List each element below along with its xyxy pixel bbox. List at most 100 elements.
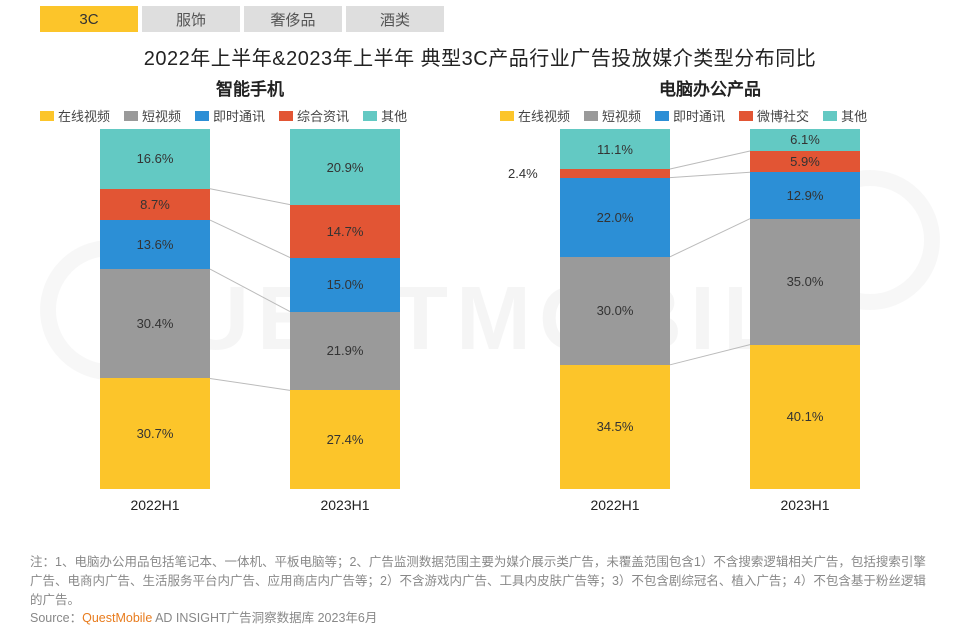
chart-computer: 电脑办公产品 在线视频短视频即时通讯微博社交其他 34.5%30.0%22.0%… <box>490 75 930 513</box>
segment-value-label: 34.5% <box>597 419 634 434</box>
chart-legend: 在线视频 短视频 即时通讯 综合资讯 其他 <box>30 106 470 125</box>
segment-value-label: 40.1% <box>787 409 824 424</box>
legend-item: 即时通讯 <box>195 106 265 125</box>
bar-segment-im: 13.6% <box>100 220 210 269</box>
segment-value-label: 30.7% <box>137 426 174 441</box>
legend-swatch <box>655 111 669 121</box>
legend-label: 在线视频 <box>518 106 570 125</box>
legend-label: 其他 <box>381 106 407 125</box>
legend-item: 短视频 <box>584 106 641 125</box>
bar-segment-online_video: 34.5% <box>560 365 670 489</box>
legend-item: 其他 <box>363 106 407 125</box>
segment-value-label: 22.0% <box>597 210 634 225</box>
bar-segment-im: 22.0% <box>560 178 670 257</box>
legend-swatch <box>500 111 514 121</box>
chart-legend: 在线视频 短视频 即时通讯 微博社交 其他 <box>490 106 930 125</box>
legend-swatch <box>739 111 753 121</box>
legend-swatch <box>363 111 377 121</box>
segment-value-label: 8.7% <box>140 197 170 212</box>
segment-value-label: 21.9% <box>327 343 364 358</box>
source-line: Source：QuestMobile AD INSIGHT广告洞察数据库 202… <box>30 609 930 628</box>
segment-value-label: 13.6% <box>137 237 174 252</box>
segment-value-label: 20.9% <box>327 160 364 175</box>
bar-segment-short_video: 21.9% <box>290 312 400 391</box>
tab-奢侈品[interactable]: 奢侈品 <box>244 6 342 32</box>
legend-label: 其他 <box>841 106 867 125</box>
category-tabs: 3C服饰奢侈品酒类 <box>0 0 960 38</box>
bar-segment-other: 6.1% <box>750 129 860 151</box>
tab-服饰[interactable]: 服饰 <box>142 6 240 32</box>
bar-segment-news: 14.7% <box>290 205 400 258</box>
segment-value-label: 2.4% <box>508 166 538 181</box>
footnote-text: 注：1、电脑办公用品包括笔记本、一体机、平板电脑等；2、广告监测数据范围主要为媒… <box>30 553 930 609</box>
source-suffix: AD INSIGHT广告洞察数据库 2023年6月 <box>152 611 377 625</box>
x-axis-label: 2023H1 <box>780 497 829 513</box>
legend-swatch <box>279 111 293 121</box>
bar-segment-im: 15.0% <box>290 258 400 312</box>
bar-segment-news: 8.7% <box>100 189 210 220</box>
legend-label: 在线视频 <box>58 106 110 125</box>
legend-item: 综合资讯 <box>279 106 349 125</box>
legend-swatch <box>823 111 837 121</box>
chart-smartphone: 智能手机 在线视频 短视频 即时通讯 综合资讯 其他 30.7% 30.4% 13.6% 8.… <box>30 75 470 513</box>
legend-item: 在线视频 <box>40 106 110 125</box>
bar-segment-other: 16.6% <box>100 129 210 189</box>
bar-segment-online_video: 40.1% <box>750 345 860 489</box>
chart-subtitle: 智能手机 <box>30 75 470 100</box>
segment-value-label: 27.4% <box>327 432 364 447</box>
bar-segment-im: 12.9% <box>750 172 860 218</box>
footer-notes: 注：1、电脑办公用品包括笔记本、一体机、平板电脑等；2、广告监测数据范围主要为媒… <box>30 553 930 628</box>
legend-swatch <box>195 111 209 121</box>
bar-segment-weibo: 5.9% <box>750 151 860 172</box>
tab-酒类[interactable]: 酒类 <box>346 6 444 32</box>
bar-segment-online_video: 27.4% <box>290 390 400 489</box>
legend-item: 在线视频 <box>500 106 570 125</box>
segment-value-label: 15.0% <box>327 277 364 292</box>
bar-column: 40.1% 35.0% 12.9% 5.9% 6.1% 2023H1 <box>745 129 865 513</box>
segment-value-label: 11.1% <box>597 142 633 157</box>
bar-segment-weibo: 2.4% <box>560 169 670 178</box>
bar-segment-short_video: 35.0% <box>750 219 860 345</box>
bar-column: 30.7% 30.4% 13.6% 8.7% 16.6% 2022H1 <box>95 129 215 513</box>
tab-3C[interactable]: 3C <box>40 6 138 32</box>
bar-segment-short_video: 30.4% <box>100 269 210 378</box>
stacked-bar: 27.4% 21.9% 15.0% 14.7% 20.9% <box>290 129 400 489</box>
x-axis-label: 2022H1 <box>130 497 179 513</box>
segment-value-label: 30.0% <box>597 303 634 318</box>
legend-label: 综合资讯 <box>297 106 349 125</box>
x-axis-label: 2023H1 <box>320 497 369 513</box>
bar-segment-other: 20.9% <box>290 129 400 204</box>
segment-value-label: 6.1% <box>790 132 820 147</box>
source-prefix: Source： <box>30 611 82 625</box>
stacked-bar: 34.5% 30.0% 22.0% 2.4% 11.1% <box>560 129 670 489</box>
chart-plot-area: 34.5% 30.0% 22.0% 2.4% 11.1% 2022H1 40.1% 35.0%… <box>490 133 930 513</box>
legend-label: 微博社交 <box>757 106 809 125</box>
segment-value-label: 5.9% <box>790 154 820 169</box>
legend-swatch <box>124 111 138 121</box>
legend-item: 微博社交 <box>739 106 809 125</box>
segment-value-label: 14.7% <box>327 224 364 239</box>
legend-label: 短视频 <box>142 106 181 125</box>
stacked-bar: 40.1% 35.0% 12.9% 5.9% 6.1% <box>750 129 860 489</box>
legend-item: 即时通讯 <box>655 106 725 125</box>
stacked-bar: 30.7% 30.4% 13.6% 8.7% 16.6% <box>100 129 210 489</box>
bar-segment-short_video: 30.0% <box>560 257 670 365</box>
legend-item: 其他 <box>823 106 867 125</box>
main-title: 2022年上半年&2023年上半年 典型3C产品行业广告投放媒介类型分布同比 <box>0 42 960 71</box>
charts-container: 智能手机 在线视频 短视频 即时通讯 综合资讯 其他 30.7% 30.4% 13.6% 8.… <box>0 75 960 513</box>
segment-value-label: 16.6% <box>137 151 174 166</box>
legend-label: 即时通讯 <box>673 106 725 125</box>
legend-swatch <box>40 111 54 121</box>
source-brand: QuestMobile <box>82 611 152 625</box>
bar-column: 27.4% 21.9% 15.0% 14.7% 20.9% 2023H1 <box>285 129 405 513</box>
bar-column: 34.5% 30.0% 22.0% 2.4% 11.1% 2022H1 <box>555 129 675 513</box>
segment-value-label: 12.9% <box>787 188 824 203</box>
bar-segment-other: 11.1% <box>560 129 670 169</box>
legend-item: 短视频 <box>124 106 181 125</box>
legend-label: 即时通讯 <box>213 106 265 125</box>
legend-label: 短视频 <box>602 106 641 125</box>
legend-swatch <box>584 111 598 121</box>
bar-segment-online_video: 30.7% <box>100 378 210 489</box>
x-axis-label: 2022H1 <box>590 497 639 513</box>
segment-value-label: 35.0% <box>787 274 824 289</box>
